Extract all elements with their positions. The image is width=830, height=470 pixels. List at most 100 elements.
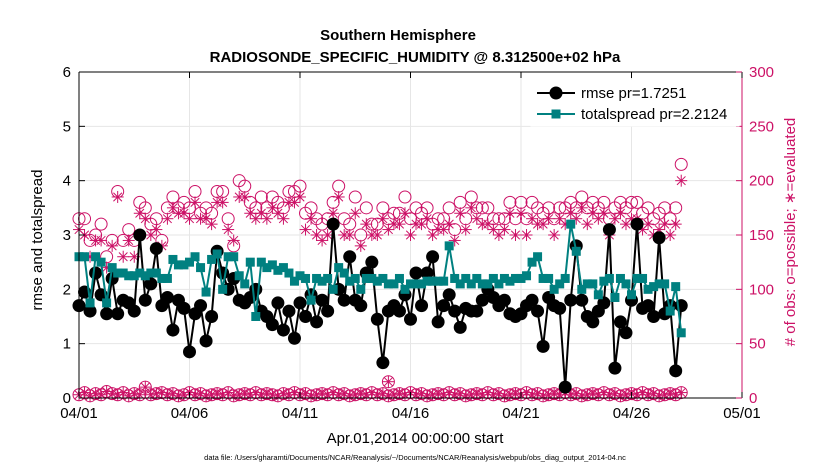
legend-box (530, 79, 740, 127)
rmse-point (409, 266, 423, 280)
y-tick-label-left: 2 (63, 281, 71, 298)
y-tick-label-left: 1 (63, 336, 71, 353)
rmse-point (404, 312, 417, 326)
totalspread-point (162, 273, 172, 283)
obs-evaluated-point (117, 250, 130, 263)
obs-evaluated-point (299, 223, 312, 236)
totalspread-point (549, 284, 559, 294)
obs-evaluated-point (575, 201, 588, 214)
totalspread-point (312, 273, 322, 283)
rmse-point (597, 296, 611, 310)
totalspread-point (599, 276, 609, 286)
obs-evaluated-point (321, 229, 334, 241)
obs-evaluated-point (354, 239, 367, 252)
obs-evaluated-point (122, 234, 135, 247)
totalspread-point (267, 260, 277, 270)
totalspread-point (455, 279, 465, 289)
totalspread-point (610, 292, 620, 302)
chart-title: Southern Hemisphere (320, 27, 476, 44)
obs-evaluated-point (327, 386, 340, 399)
totalspread-point (444, 241, 454, 251)
totalspread-point (593, 290, 603, 300)
obs-evaluated-point (371, 229, 384, 241)
rmse-point (216, 266, 230, 280)
rmse-point (558, 380, 572, 394)
totalspread-point (190, 252, 200, 262)
obs-evaluated-point (166, 201, 179, 214)
totalspread-point (671, 282, 681, 292)
totalspread-point (278, 263, 288, 273)
obs-possible-point (94, 217, 108, 231)
rmse-point (641, 299, 655, 313)
rmse-point (310, 315, 324, 329)
totalspread-point (295, 271, 305, 281)
totalspread-point (229, 252, 239, 262)
obs-evaluated-point (183, 212, 196, 225)
totalspread-point (615, 273, 625, 283)
rmse-point (315, 293, 329, 307)
obs-evaluated-point (581, 218, 594, 231)
obs-possible-point (630, 195, 644, 209)
totalspread-point (577, 284, 587, 294)
totalspread-point (632, 273, 642, 283)
totalspread-point (306, 295, 316, 305)
rmse-point (536, 339, 550, 353)
obs-possible-point (254, 190, 268, 204)
rmse-point (531, 304, 545, 318)
rmse-point (431, 315, 445, 329)
obs-evaluated-point (106, 239, 119, 252)
totalspread-point (356, 284, 366, 294)
totalspread-point (566, 219, 576, 229)
obs-evaluated-point (161, 212, 174, 225)
obs-evaluated-point (271, 389, 284, 402)
obs-possible-point (359, 201, 373, 215)
rmse-point (647, 310, 661, 323)
legend: rmse pr=1.7251 totalspread pr=2.2124 (530, 79, 740, 127)
y-tick-label-left: 0 (63, 390, 71, 407)
rmse-point (194, 299, 208, 313)
totalspread-point (157, 273, 167, 283)
totalspread-point (439, 276, 449, 286)
totalspread-point (488, 273, 498, 283)
rmse-point (365, 255, 379, 269)
obs-evaluated-point (548, 229, 561, 241)
obs-evaluated-point (575, 389, 588, 402)
totalspread-point (538, 273, 548, 283)
rmse-point (602, 223, 616, 237)
rmse-point (619, 326, 633, 340)
obs-evaluated-point (277, 212, 290, 225)
obs-evaluated-point (465, 201, 478, 214)
obs-evaluated-point (260, 212, 273, 225)
obs-evaluated-point (515, 207, 527, 220)
totalspread-point (621, 279, 631, 289)
rmse-point (249, 282, 263, 296)
totalspread-point (676, 328, 686, 338)
totalspread-point (627, 290, 636, 300)
obs-evaluated-point (415, 218, 428, 231)
obs-evaluated-point (509, 229, 522, 241)
legend-rmse-marker (549, 86, 563, 100)
rmse-point (177, 301, 191, 315)
totalspread-point (499, 273, 509, 283)
obs-possible-point (442, 201, 456, 215)
totalspread-point (168, 254, 178, 264)
obs-evaluated-point (481, 386, 494, 399)
totalspread-point (179, 260, 189, 270)
rmse-point (127, 304, 141, 318)
totalspread-point (400, 284, 410, 294)
y-tick-label-right: 100 (749, 281, 774, 298)
obs-evaluated-point (459, 223, 472, 236)
rmse-point (326, 217, 340, 231)
obs-evaluated-point (393, 218, 406, 231)
totalspread-point (527, 257, 537, 267)
totalspread-point (328, 284, 338, 294)
obs-evaluated-point (443, 218, 456, 231)
rmse-point (287, 331, 301, 345)
rmse-point (293, 296, 307, 310)
y-axis-label-right: # of obs: o=possible; ∗=evaluated (782, 118, 799, 347)
totalspread-point (654, 279, 664, 289)
obs-evaluated-point (382, 375, 395, 388)
obs-possible-point (481, 201, 495, 215)
